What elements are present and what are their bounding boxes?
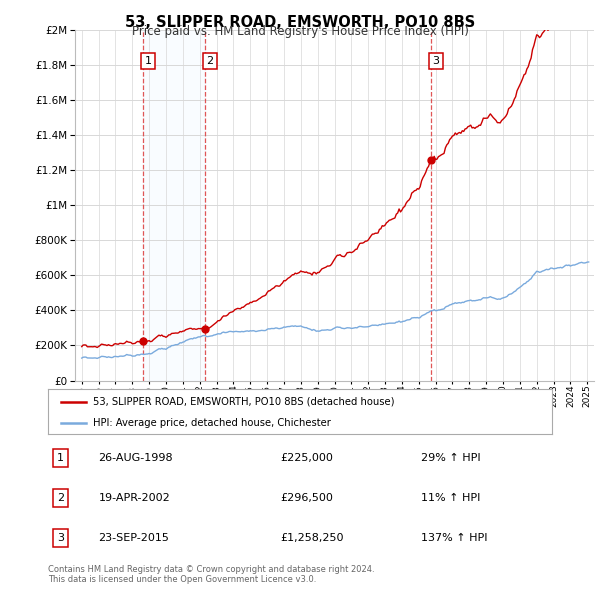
Text: 23-SEP-2015: 23-SEP-2015 [98,533,169,543]
Text: 29% ↑ HPI: 29% ↑ HPI [421,453,481,463]
Text: 11% ↑ HPI: 11% ↑ HPI [421,493,481,503]
Text: 53, SLIPPER ROAD, EMSWORTH, PO10 8BS (detached house): 53, SLIPPER ROAD, EMSWORTH, PO10 8BS (de… [94,397,395,407]
Text: 26-AUG-1998: 26-AUG-1998 [98,453,173,463]
Text: Price paid vs. HM Land Registry's House Price Index (HPI): Price paid vs. HM Land Registry's House … [131,25,469,38]
Text: £296,500: £296,500 [280,493,333,503]
Text: 2: 2 [206,56,214,66]
Text: 3: 3 [433,56,440,66]
Text: 53, SLIPPER ROAD, EMSWORTH, PO10 8BS: 53, SLIPPER ROAD, EMSWORTH, PO10 8BS [125,15,475,30]
Text: £1,258,250: £1,258,250 [280,533,343,543]
Text: 137% ↑ HPI: 137% ↑ HPI [421,533,487,543]
Text: 3: 3 [57,533,64,543]
Text: HPI: Average price, detached house, Chichester: HPI: Average price, detached house, Chic… [94,418,331,428]
Text: £225,000: £225,000 [280,453,333,463]
Text: 1: 1 [57,453,64,463]
Text: 1: 1 [145,56,152,66]
Text: This data is licensed under the Open Government Licence v3.0.: This data is licensed under the Open Gov… [48,575,316,584]
Text: Contains HM Land Registry data © Crown copyright and database right 2024.: Contains HM Land Registry data © Crown c… [48,565,374,574]
Bar [143,30,205,381]
Text: 19-APR-2002: 19-APR-2002 [98,493,170,503]
Text: 2: 2 [57,493,64,503]
